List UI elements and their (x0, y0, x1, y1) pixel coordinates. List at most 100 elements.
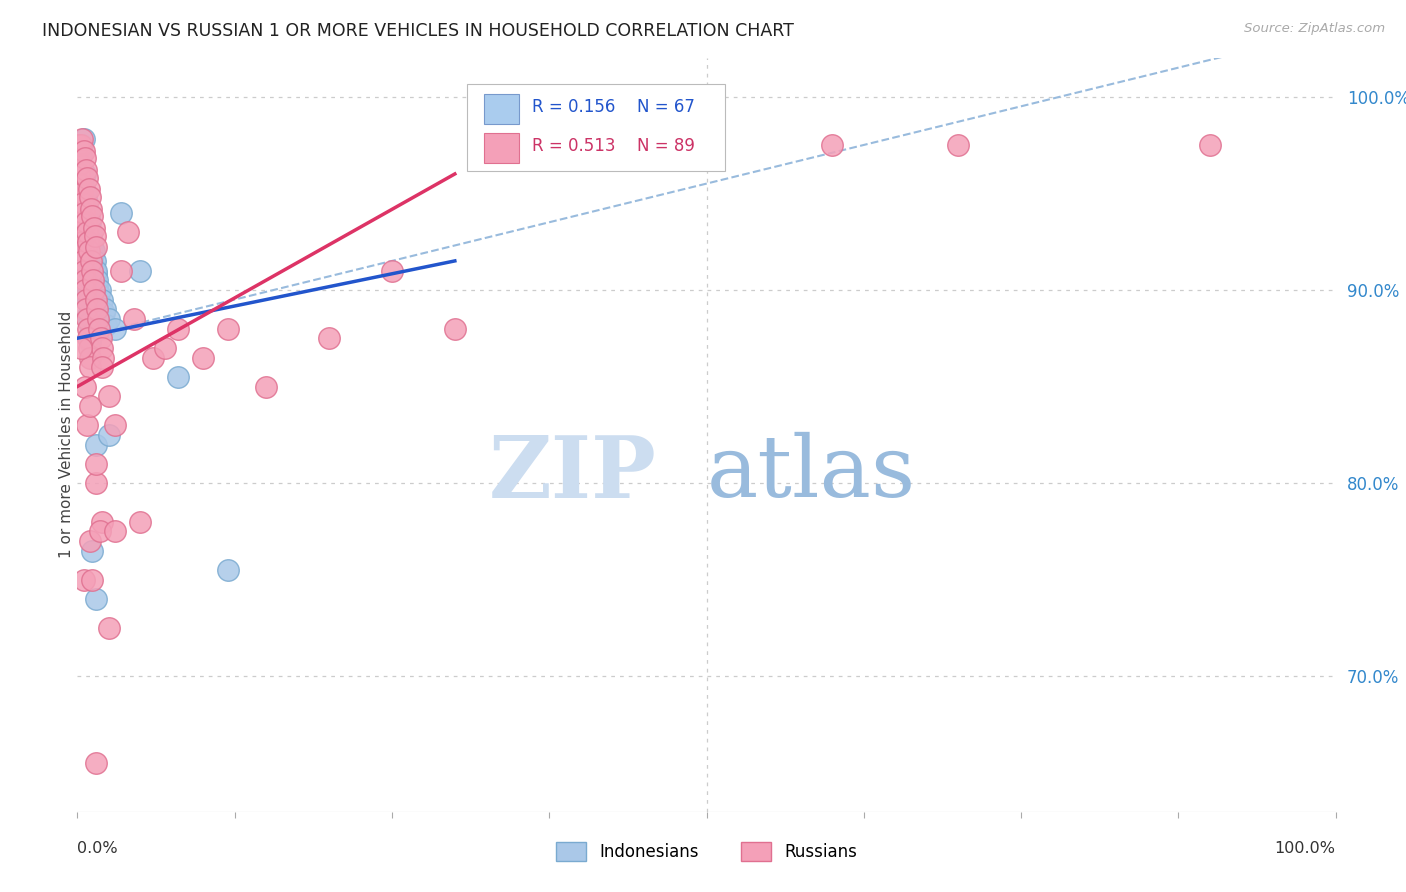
Point (91, 515, 114, 529)
Point (82, 543, 104, 558)
Point (79, 351, 101, 365)
Point (83, 221, 105, 235)
Point (72, 253, 94, 268)
Point (83, 244, 105, 259)
Point (82, 573, 104, 587)
Point (73, 167, 96, 181)
Point (75, 215, 97, 229)
Point (84, 756, 107, 771)
Point (90, 331, 112, 345)
Point (76, 321, 98, 335)
Point (76, 296, 98, 310)
Point (77, 210, 100, 224)
Text: 0.0%: 0.0% (77, 840, 118, 855)
Legend: Indonesians, Russians: Indonesians, Russians (550, 835, 863, 867)
Point (75, 258, 97, 272)
Point (89, 321, 111, 335)
Point (97, 621, 120, 635)
Point (77, 235, 100, 249)
Point (76, 195, 98, 210)
Point (69, 163, 91, 178)
Point (86, 302, 108, 317)
Point (77, 205, 100, 219)
Bar (484, 133, 519, 163)
Point (75, 293, 97, 307)
Point (70, 211, 93, 226)
Point (93, 306, 115, 320)
Point (82, 235, 104, 249)
Point (97, 389, 120, 403)
Point (97, 427, 120, 442)
Point (110, 205, 132, 219)
Point (217, 321, 239, 335)
Point (67, 177, 90, 191)
Point (72, 137, 94, 152)
Point (67, 152, 90, 166)
Point (69, 205, 91, 219)
Text: Source: ZipAtlas.com: Source: ZipAtlas.com (1244, 22, 1385, 36)
Point (76, 170, 98, 185)
Point (70, 137, 93, 152)
Point (75, 277, 97, 291)
Point (129, 263, 152, 277)
Point (69, 172, 91, 186)
Point (80, 240, 103, 254)
Point (94, 302, 117, 317)
Point (72, 219, 94, 233)
Point (72, 132, 94, 146)
Point (117, 225, 139, 239)
Point (1198, 137, 1220, 152)
Point (72, 230, 94, 244)
Point (70, 147, 93, 161)
Point (110, 263, 132, 277)
Point (89, 524, 111, 539)
Point (73, 379, 96, 393)
Point (318, 331, 340, 345)
Point (70, 225, 93, 239)
Point (73, 250, 96, 264)
Point (76, 202, 98, 216)
Point (70, 215, 93, 229)
Point (79, 228, 101, 243)
Point (90, 341, 112, 355)
Point (73, 273, 96, 287)
Point (91, 293, 114, 307)
Point (76, 418, 98, 433)
Point (83, 260, 105, 274)
Bar (484, 94, 519, 124)
Point (79, 190, 101, 204)
Point (67, 157, 90, 171)
Point (77, 341, 100, 355)
Point (381, 263, 404, 277)
Point (79, 215, 101, 229)
Point (89, 283, 111, 297)
Point (91, 360, 114, 375)
Point (82, 273, 104, 287)
Point (104, 524, 127, 539)
Point (84, 253, 107, 268)
Point (67, 186, 90, 201)
Point (80, 263, 103, 277)
Point (70, 163, 93, 178)
Point (82, 210, 104, 224)
Point (90, 298, 112, 312)
Point (142, 351, 165, 365)
Point (80, 202, 103, 216)
Point (73, 152, 96, 166)
Point (84, 240, 107, 254)
Point (69, 186, 91, 201)
Point (84, 437, 107, 451)
Point (444, 321, 467, 335)
Point (66, 177, 89, 191)
Point (70, 192, 93, 206)
Point (79, 534, 101, 549)
Point (569, 137, 592, 152)
Point (217, 563, 239, 577)
Point (948, 137, 970, 152)
Point (79, 360, 101, 375)
Point (79, 221, 101, 235)
Point (129, 515, 152, 529)
Point (77, 331, 100, 345)
Point (84, 476, 107, 491)
Point (66, 137, 89, 152)
